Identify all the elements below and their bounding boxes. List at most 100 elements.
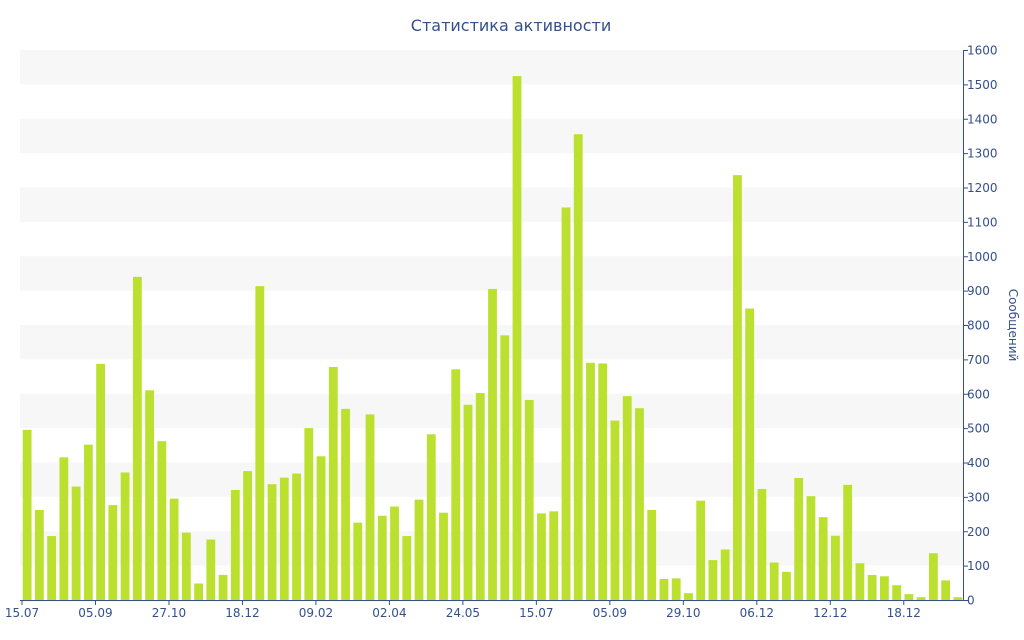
bar [488, 288, 497, 600]
x-ticks: 15.07 05.09 27.10 18.12 09.02 02.04 24.05 15.07… [5, 600, 921, 620]
grid-band [20, 256, 963, 291]
grid-band [20, 50, 963, 85]
bar [635, 408, 644, 600]
bar [586, 362, 595, 600]
x-tick-label: 09.02 [299, 606, 333, 620]
x-tick-label: 05.09 [593, 606, 627, 620]
y-tick-label: 0 [967, 594, 975, 608]
y-tick-label: 1400 [967, 112, 998, 126]
bar [463, 404, 473, 600]
bar [500, 335, 510, 600]
bar [157, 441, 167, 600]
bar [745, 308, 755, 600]
bar [292, 473, 301, 600]
bar [855, 563, 865, 600]
bar [365, 414, 375, 601]
bar [475, 393, 485, 600]
bar [561, 207, 571, 600]
bar [316, 456, 326, 600]
x-tick-label: 15.07 [5, 606, 39, 620]
bar [145, 390, 154, 600]
bar [512, 76, 522, 601]
grid-band [20, 187, 963, 222]
x-tick-label: 18.12 [225, 606, 259, 620]
bar [867, 574, 877, 600]
bar [733, 175, 742, 601]
x-tick-label: 18.12 [887, 606, 921, 620]
y-tick-label: 1100 [967, 215, 998, 229]
bar [341, 408, 350, 601]
grid-band [20, 118, 963, 154]
bar [194, 583, 203, 600]
y-tick-label: 400 [967, 456, 990, 470]
bar [34, 509, 44, 600]
y-tick-label: 1600 [967, 44, 998, 58]
bar [328, 366, 338, 600]
bar [573, 134, 583, 600]
bar [598, 363, 608, 600]
x-tick-label: 02.04 [372, 606, 406, 620]
bar [267, 484, 277, 600]
bar [451, 369, 461, 600]
bar [622, 396, 632, 600]
y-tick-label: 700 [967, 353, 990, 367]
bar [59, 457, 69, 600]
bar [279, 477, 289, 601]
y-tick-label: 1300 [967, 147, 998, 161]
bar [390, 506, 399, 600]
bar [304, 428, 314, 601]
bar [132, 276, 142, 601]
bar [757, 488, 767, 600]
y-tick-label: 1500 [967, 78, 998, 92]
y-tick-label: 200 [967, 525, 990, 539]
bar [120, 472, 130, 600]
y-ticks: 0 100 200 300 400 500 600 700 800 900 1000 1100 1200… [963, 44, 998, 608]
bar [671, 578, 681, 600]
bar [904, 594, 914, 600]
bar [377, 515, 387, 600]
bar [108, 505, 118, 601]
bar [782, 571, 791, 600]
bar [794, 477, 804, 600]
bar [169, 498, 179, 600]
bar [953, 597, 963, 600]
bar [230, 490, 240, 600]
bar [941, 580, 951, 600]
bar [537, 513, 546, 601]
y-tick-label: 1000 [967, 250, 998, 264]
bar [83, 444, 93, 601]
y-tick-label: 1200 [967, 181, 998, 195]
bar [684, 593, 693, 601]
bar [353, 522, 363, 600]
x-tick-label: 15.07 [519, 606, 553, 620]
bar [71, 486, 81, 600]
bar [47, 536, 57, 600]
bar [22, 429, 32, 600]
bar [879, 576, 889, 600]
bar [696, 500, 706, 600]
y-tick-label: 100 [967, 559, 990, 573]
bar [806, 496, 816, 600]
y-tick-label: 900 [967, 284, 990, 298]
bar [524, 399, 534, 600]
bar [818, 517, 828, 600]
y-tick-label: 800 [967, 319, 990, 333]
bar [720, 549, 730, 600]
x-tick-label: 27.10 [152, 606, 186, 620]
bar [206, 539, 216, 600]
bar [647, 509, 657, 600]
chart-title: Статистика активности [411, 16, 611, 35]
bar [439, 512, 448, 600]
bar [255, 286, 265, 600]
bar [414, 499, 424, 601]
bar [549, 511, 559, 600]
bars [22, 76, 963, 601]
x-tick-label: 06.12 [740, 606, 774, 620]
x-tick-label: 12.12 [813, 606, 847, 620]
bar [916, 597, 926, 600]
bar [769, 562, 779, 600]
y-tick-label: 600 [967, 387, 990, 401]
bar [96, 363, 106, 600]
